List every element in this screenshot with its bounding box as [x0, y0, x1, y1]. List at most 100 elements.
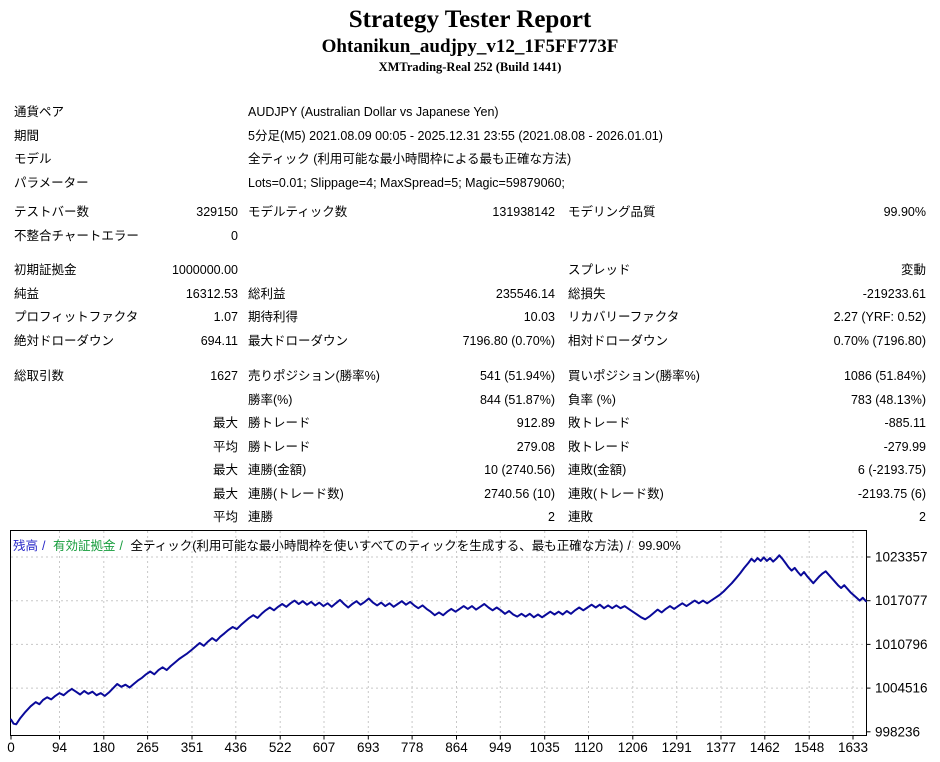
x-axis-label: 864	[445, 740, 468, 755]
cell-label: モデルティック数	[248, 205, 348, 219]
cell-value: 0	[231, 228, 238, 243]
cell-value: 1.07	[213, 310, 238, 324]
cell-label: 連敗	[568, 510, 594, 524]
legend-equity-label: 有効証拠金	[52, 538, 116, 553]
table-row: テストバー数 329150 モデルティック数 131938142 モデリング品質 99.9…	[14, 201, 940, 225]
legend-separator: /	[42, 538, 46, 553]
cell-label: AUDJPY (Australian Dollar vs Japanese Ye…	[248, 105, 499, 119]
cell-label: 負率 (%)	[568, 392, 616, 407]
cell-label: パラメーター	[14, 175, 89, 190]
cell-label: 連勝(金額)	[248, 463, 307, 477]
cell-label: 総損失	[568, 286, 606, 301]
cell-value: 1086 (51.84%)	[843, 369, 926, 383]
cell-label	[14, 506, 154, 530]
table-row: 通貨ペア AUDJPY (Australian Dollar vs Japanes…	[14, 101, 940, 125]
table-row: 期間 5分足(M5) 2021.08.09 00:05 - 2025.12.31 …	[14, 125, 940, 149]
table-row: 総取引数 1627 売りポジション(勝率%) 541 (51.94%) 買いポジション(…	[14, 365, 940, 389]
cell-label	[555, 101, 747, 125]
cell-value: 2740.56 (10)	[484, 486, 555, 501]
cell-label: スプレッド	[568, 263, 631, 277]
cell-label: リカバリーファクタ	[568, 310, 680, 324]
balance-chart-svg: 0 94 180 265 351 436 522 607 693 778 864 949 1035 112…	[7, 529, 928, 755]
cell-label: テストバー数	[14, 205, 90, 219]
cell-value: 1000000.00	[171, 263, 238, 277]
cell-value	[438, 148, 555, 172]
legend-quality-label: 99.90%	[638, 538, 681, 553]
x-axis-label: 949	[489, 740, 512, 755]
cell-value: 16312.53	[185, 286, 238, 301]
cell-label: 連敗(金額)	[568, 463, 627, 477]
plot-border	[10, 529, 867, 736]
cell-value: 783 (48.13%)	[850, 392, 926, 407]
x-axis-label: 1035	[530, 740, 560, 755]
cell-label: 総利益	[248, 286, 286, 301]
cell-value	[747, 101, 926, 125]
cell-label	[555, 225, 747, 249]
cell-label: 不整合チャートエラー	[14, 228, 139, 243]
cell-label	[14, 483, 154, 507]
x-axis-label: 1633	[838, 740, 868, 755]
cell-value: -2193.75 (6)	[857, 486, 926, 501]
table-row: パラメーター Lots=0.01; Slippage=4; MaxSpread=5…	[14, 172, 940, 196]
table-row: 純益 16312.53 総利益 235546.14 総損失 -219233.61	[14, 283, 940, 307]
cell-label: 連敗(トレード数)	[568, 486, 664, 501]
cell-value: 最大	[212, 486, 238, 501]
x-axis-label: 265	[136, 740, 159, 755]
cell-value	[747, 125, 926, 149]
cell-label: 初期証拠金	[14, 263, 77, 277]
cell-label: 相対ドローダウン	[568, 333, 669, 348]
cell-value: 329150	[196, 205, 238, 219]
table-row: 平均 連勝 2 連敗 2	[14, 506, 940, 530]
cell-label	[238, 225, 438, 249]
table-row: 最大 連勝(金額) 10 (2740.56) 連敗(金額) 6 (-2193.75)	[14, 459, 940, 483]
cell-label: 総取引数	[14, 369, 65, 383]
server-build-line: XMTrading-Real 252 (Build 1441)	[378, 60, 562, 74]
cell-value	[438, 259, 555, 283]
cell-value: -219233.61	[862, 286, 926, 301]
report-table: 通貨ペア AUDJPY (Australian Dollar vs Japanes…	[0, 101, 940, 530]
table-row: プロフィットファクタ 1.07 期待利得 10.03 リカバリーファクタ 2.27 (YR…	[14, 306, 940, 330]
table-row: モデル 全ティック (利用可能な最小時間枠による最も正確な方法)	[14, 148, 940, 172]
cell-label	[555, 172, 747, 196]
legend-balance-label: 残高	[13, 538, 39, 553]
cell-label: 勝トレード	[248, 439, 311, 454]
cell-label: 期待利得	[248, 310, 299, 324]
cell-label: 勝トレード	[248, 416, 311, 430]
cell-value: 844 (51.87%)	[479, 392, 555, 407]
cell-label	[14, 459, 154, 483]
cell-value	[438, 125, 555, 149]
cell-label: 売りポジション(勝率%)	[248, 369, 380, 383]
x-axis-label: 1548	[794, 740, 824, 755]
cell-label: プロフィットファクタ	[14, 310, 139, 324]
cell-value: 変動	[900, 263, 926, 277]
cell-value: 541 (51.94%)	[479, 369, 555, 383]
cell-label: 連勝	[248, 510, 274, 524]
cell-label: 敗トレード	[568, 416, 631, 430]
table-row: 初期証拠金 1000000.00 スプレッド 変動	[14, 259, 940, 283]
table-row: 不整合チャートエラー 0	[14, 225, 940, 249]
y-axis-label: 1010796	[875, 636, 928, 651]
cell-label: 純益	[14, 286, 40, 301]
x-axis-label: 607	[313, 740, 336, 755]
cell-label	[14, 389, 154, 413]
y-axis-label: 1023357	[875, 549, 928, 564]
cell-label: 期間	[14, 128, 40, 143]
cell-value: 10.03	[523, 310, 555, 324]
report-section: 初期証拠金 1000000.00 スプレッド 変動 純益 16312.53 総利益 23554…	[14, 259, 940, 353]
cell-value: 平均	[212, 439, 238, 454]
report-subtitle: Ohtanikun_audjpy_v12_1F5FF773F	[321, 36, 619, 57]
cell-value	[154, 389, 238, 413]
cell-value: 694.11	[200, 333, 238, 348]
cell-label	[555, 125, 747, 149]
cell-label	[555, 148, 747, 172]
cell-value: 0.70% (7196.80)	[833, 333, 926, 348]
cell-value: 最大	[212, 416, 238, 430]
x-axis-label: 1377	[706, 740, 736, 755]
cell-value: 2.27 (YRF: 0.52)	[833, 310, 926, 324]
cell-label: 買いポジション(勝率%)	[568, 369, 700, 383]
report-section: テストバー数 329150 モデルティック数 131938142 モデリング品質 99.9…	[14, 201, 940, 248]
cell-label	[14, 436, 154, 460]
cell-value	[747, 148, 926, 172]
x-axis-label: 693	[357, 740, 380, 755]
